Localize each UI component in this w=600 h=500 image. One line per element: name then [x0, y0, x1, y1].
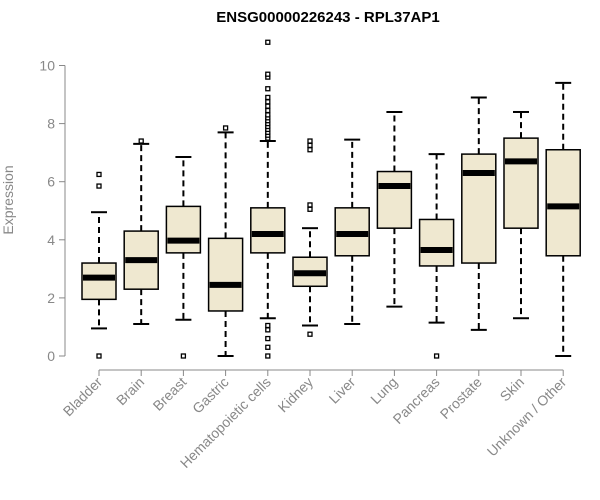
outlier-point: [307, 202, 313, 208]
outlier-point: [265, 344, 271, 350]
outlier-point: [265, 99, 271, 105]
outlier-point: [265, 39, 271, 45]
y-tick-label: 4: [47, 232, 55, 248]
x-tick-label: Lung: [367, 374, 400, 407]
box-unknown-other: [545, 81, 581, 357]
box-prostate: [461, 96, 497, 331]
box-hematopoietic-cells: [250, 39, 286, 359]
box-bladder: [81, 171, 117, 359]
box-skin: [503, 110, 539, 320]
x-tick-label: Kidney: [275, 374, 317, 416]
box-kidney: [292, 138, 328, 337]
outlier-point: [265, 86, 271, 92]
y-axis-label: Expression: [0, 165, 16, 234]
outlier-point: [307, 147, 313, 153]
outlier-point: [265, 322, 271, 329]
box-pancreas: [418, 153, 455, 359]
outlier-point: [307, 331, 313, 337]
axes: 0 2 4 6 8 10: [39, 58, 564, 376]
outlier-point: [307, 142, 313, 149]
y-tick-label: 8: [47, 116, 55, 132]
x-tick-label: Liver: [326, 374, 359, 407]
outlier-point: [265, 353, 271, 359]
box-brain: [123, 138, 159, 326]
outlier-point: [307, 138, 313, 144]
outlier-point: [433, 353, 440, 359]
iqr-box: [376, 170, 413, 229]
outlier-point: [96, 171, 102, 178]
chart-title: ENSG00000226243 - RPL37AP1: [216, 9, 439, 26]
outlier-point: [180, 353, 187, 359]
outlier-point: [307, 206, 313, 212]
iqr-box: [503, 137, 539, 229]
outlier-point: [265, 335, 271, 342]
iqr-box: [418, 218, 455, 267]
x-tick-label: Prostate: [437, 374, 485, 422]
outlier-point: [265, 327, 271, 333]
x-tick-label: Unknown / Other: [484, 374, 570, 460]
iqr-box: [545, 148, 581, 257]
iqr-box: [81, 262, 117, 301]
outlier-point: [138, 138, 144, 144]
y-tick-label: 0: [47, 348, 55, 364]
outlier-point: [265, 94, 271, 101]
outlier-point: [265, 103, 271, 109]
box-breast: [165, 156, 202, 359]
y-tick-label: 2: [47, 290, 55, 306]
x-tick-label: Pancreas: [390, 374, 443, 427]
outlier-point: [96, 183, 102, 189]
boxes: [81, 39, 581, 359]
box-liver: [334, 138, 370, 326]
outlier-point: [96, 353, 102, 359]
box-lung: [376, 110, 413, 308]
x-tick-label: Skin: [497, 374, 528, 405]
iqr-box: [165, 205, 202, 254]
outlier-point: [222, 125, 229, 131]
x-tick-label: Brain: [113, 374, 147, 408]
x-tick-label: Bladder: [60, 374, 106, 420]
box-gastric: [207, 125, 244, 357]
outlier-point: [265, 112, 271, 118]
y-tick-label: 6: [47, 174, 55, 190]
iqr-box: [207, 237, 244, 312]
y-tick-label: 10: [39, 58, 55, 74]
x-tick-label: Breast: [150, 374, 190, 414]
iqr-box: [250, 207, 286, 254]
outlier-point: [265, 107, 271, 114]
outlier-point: [265, 71, 271, 77]
